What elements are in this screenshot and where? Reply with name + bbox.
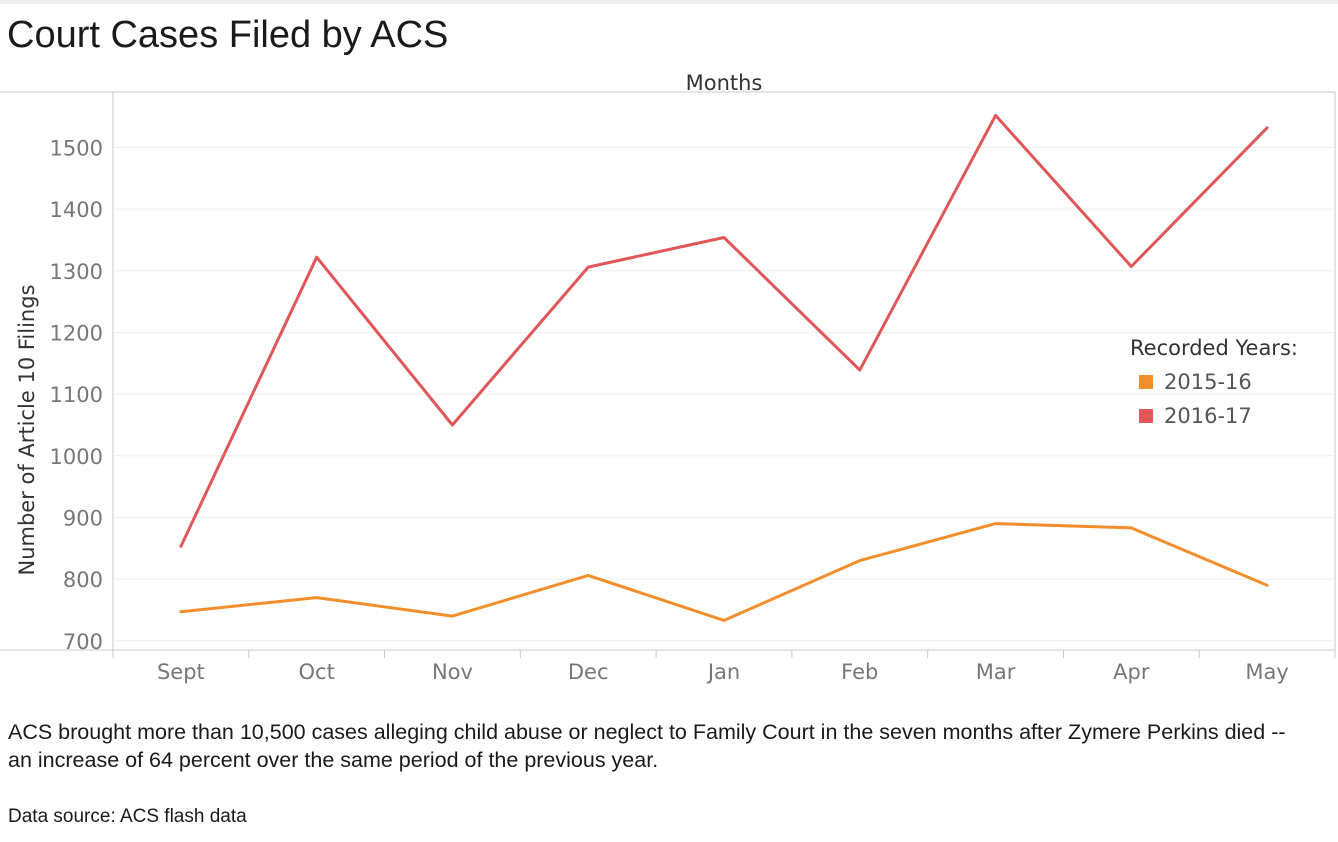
y-tick-label: 1300	[50, 260, 103, 284]
x-axis-title: Months	[686, 71, 763, 95]
legend-label: 2016-17	[1164, 404, 1252, 428]
data-source: Data source: ACS flash data	[8, 806, 247, 827]
x-tick-label: Feb	[841, 660, 878, 684]
page-title: Court Cases Filed by ACS	[7, 14, 449, 56]
y-axis-title: Number of Article 10 Filings	[15, 284, 39, 575]
x-tick-label: Nov	[432, 660, 473, 684]
y-tick-label: 1500	[50, 136, 103, 160]
x-tick-label: Sept	[157, 660, 205, 684]
y-tick-label: 700	[63, 630, 103, 654]
x-tick-label: Dec	[568, 660, 609, 684]
x-tick-label: Mar	[976, 660, 1016, 684]
line-chart: 700 800 900 1000 1100 1200 1300 1400 1500 Sept Oc…	[0, 71, 1336, 684]
x-tick-label: Jan	[706, 660, 740, 684]
x-tick-label: May	[1245, 660, 1288, 684]
series-line-2015-16	[179, 522, 1269, 622]
legend-swatch	[1139, 409, 1153, 423]
x-tick-label: Oct	[299, 660, 335, 684]
y-tick-label: 1000	[50, 445, 103, 469]
legend: Recorded Years: 2015-16 2016-17	[1130, 336, 1298, 428]
y-tick-label: 900	[63, 506, 103, 530]
y-tick-label: 1200	[50, 321, 103, 345]
y-tick-label: 800	[63, 568, 103, 592]
legend-swatch	[1139, 375, 1153, 389]
x-tick-label: Apr	[1113, 660, 1150, 684]
legend-label: 2015-16	[1164, 370, 1252, 394]
top-bar	[0, 0, 1338, 4]
legend-title: Recorded Years:	[1130, 336, 1298, 360]
y-tick-label: 1100	[50, 383, 103, 407]
y-tick-label: 1400	[50, 198, 103, 222]
series-line-2016-17	[179, 113, 1269, 548]
chart-caption: ACS brought more than 10,500 cases alleg…	[8, 720, 1286, 772]
